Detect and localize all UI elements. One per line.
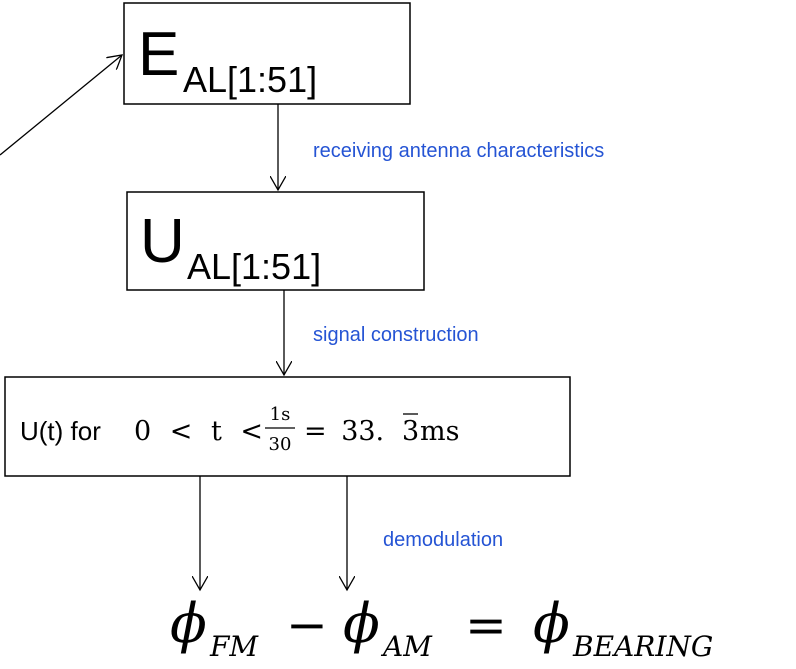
node-box [4, 376, 571, 477]
node-unit: ms [420, 416, 459, 447]
node-label: U [140, 207, 185, 276]
phi-subscript: FM [209, 630, 259, 663]
node-subscript: AL[1:51] [187, 246, 321, 287]
node-box [123, 2, 411, 105]
node-repeating: 3 [402, 416, 419, 447]
node-subscript: AL[1:51] [183, 59, 317, 100]
node-label: E [138, 20, 179, 89]
edge-label: demodulation [383, 529, 503, 551]
incoming-arrow [0, 55, 122, 156]
operator: = [465, 596, 507, 654]
edge-label: signal construction [313, 324, 479, 346]
node-equals: = 33. [304, 416, 384, 447]
edge-label: receiving antenna characteristics [313, 140, 604, 162]
fraction-numerator: 1s [270, 404, 291, 425]
node-condition: 0 < t < [134, 416, 263, 447]
phi-subscript: BEARING [572, 630, 713, 663]
node-label: U(t) for [20, 416, 101, 446]
phi-subscript: AM [380, 630, 433, 663]
node-box [126, 191, 425, 291]
operator: − [286, 596, 328, 654]
phi: ϕ [533, 592, 570, 655]
phi: ϕ [343, 592, 380, 655]
fraction-denominator: 30 [269, 434, 292, 455]
phi: ϕ [170, 592, 207, 655]
